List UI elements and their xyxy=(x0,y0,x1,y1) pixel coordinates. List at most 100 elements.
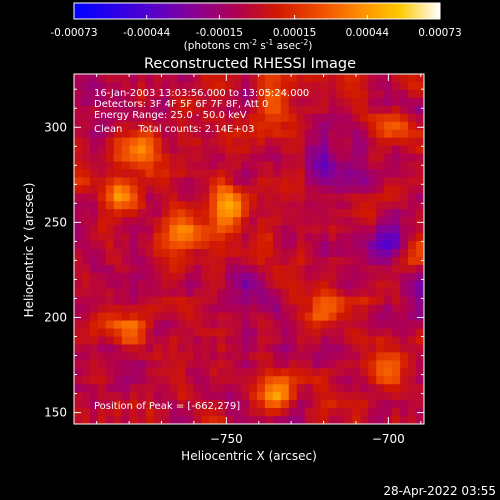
heatmap-cell xyxy=(320,288,330,298)
heatmap-cell xyxy=(97,249,107,258)
heatmap-cell xyxy=(296,320,306,330)
heatmap-cell xyxy=(280,304,290,314)
heatmap-cell xyxy=(376,193,385,202)
heatmap-cell xyxy=(105,153,115,163)
heatmap-cell xyxy=(113,408,123,417)
heatmap-cell xyxy=(384,304,393,314)
heatmap-cell xyxy=(392,137,401,147)
heatmap-cell xyxy=(360,97,369,107)
heatmap-cell xyxy=(217,400,226,409)
heatmap-cell xyxy=(352,193,361,202)
heatmap-cell xyxy=(264,177,274,186)
heatmap-cell xyxy=(408,161,417,171)
heatmap-cell xyxy=(121,113,131,123)
heatmap-cell xyxy=(256,320,266,330)
heatmap-cell xyxy=(225,161,234,171)
heatmap-cell xyxy=(384,376,393,385)
heatmap-cell xyxy=(296,153,306,163)
heatmap-cell xyxy=(105,201,115,210)
heatmap-cell xyxy=(121,161,131,171)
heatmap-cell xyxy=(344,256,353,266)
heatmap-cell xyxy=(241,177,250,186)
heatmap-cell xyxy=(153,312,163,322)
heatmap-cell xyxy=(145,97,155,107)
heatmap-cell xyxy=(201,81,210,91)
heatmap-cell xyxy=(256,113,266,123)
heatmap-cell xyxy=(296,280,306,290)
heatmap-cell xyxy=(344,121,353,131)
heatmap-cell xyxy=(328,177,338,186)
heatmap-cell xyxy=(320,193,330,202)
heatmap-cell xyxy=(185,137,194,147)
heatmap-cell xyxy=(193,169,202,178)
heatmap-cell xyxy=(400,193,409,202)
heatmap-cell xyxy=(121,392,131,401)
heatmap-cell xyxy=(328,312,338,322)
heatmap-cell xyxy=(280,145,290,155)
heatmap-cell xyxy=(384,137,393,147)
heatmap-cell xyxy=(264,384,274,393)
heatmap-cell xyxy=(105,145,115,155)
heatmap-cell xyxy=(360,288,369,298)
heatmap-cell xyxy=(264,105,274,115)
heatmap-cell xyxy=(384,153,393,163)
annotation-detectors: Detectors: 3F 4F 5F 6F 7F 8F, Att 0 xyxy=(94,99,268,110)
heatmap-cell xyxy=(161,368,171,377)
heatmap-cell xyxy=(264,137,274,147)
heatmap-cell xyxy=(392,249,401,258)
heatmap-cell xyxy=(280,296,290,306)
heatmap-cell xyxy=(344,153,353,163)
heatmap-cell xyxy=(256,161,266,171)
heatmap-cell xyxy=(288,89,298,99)
heatmap-cell xyxy=(256,336,266,346)
heatmap-cell xyxy=(89,408,99,417)
heatmap-cell xyxy=(272,312,282,322)
heatmap-cell xyxy=(145,121,155,131)
heatmap-cell xyxy=(153,352,163,361)
heatmap-cell xyxy=(129,360,139,369)
heatmap-cell xyxy=(368,177,377,186)
heatmap-cell xyxy=(89,217,99,226)
heatmap-cell xyxy=(105,169,115,178)
heatmap-cell xyxy=(360,280,369,290)
heatmap-cell xyxy=(376,121,385,131)
heatmap-cell xyxy=(161,312,171,322)
heatmap-cell xyxy=(169,145,178,155)
heatmap-cell xyxy=(233,81,242,91)
heatmap-cell xyxy=(256,193,266,202)
heatmap-cell xyxy=(193,296,202,306)
heatmap-cell xyxy=(368,328,377,338)
heatmap-cell xyxy=(169,400,178,409)
heatmap-cell xyxy=(74,97,83,107)
heatmap-cell xyxy=(408,360,417,369)
heatmap-cell xyxy=(217,177,226,186)
heatmap-cell xyxy=(360,256,369,266)
heatmap-cell xyxy=(384,296,393,306)
heatmap-cell xyxy=(81,74,91,83)
heatmap-cell xyxy=(280,105,290,115)
heatmap-cell xyxy=(97,74,107,83)
heatmap-cell xyxy=(201,177,210,186)
heatmap-cell xyxy=(344,296,353,306)
heatmap-cell xyxy=(352,408,361,417)
heatmap-cell xyxy=(193,185,202,194)
heatmap-cell xyxy=(304,105,314,115)
heatmap-cell xyxy=(328,376,338,385)
heatmap-cell xyxy=(89,280,99,290)
heatmap-cell xyxy=(233,241,242,250)
heatmap-cell xyxy=(344,113,353,123)
heatmap-cell xyxy=(169,89,178,99)
heatmap-cell xyxy=(113,201,123,210)
heatmap-cell xyxy=(272,121,282,131)
heatmap-cell xyxy=(408,201,417,210)
heatmap-cell xyxy=(145,217,155,226)
heatmap-cell xyxy=(384,408,393,417)
heatmap-cell xyxy=(185,225,194,234)
heatmap-cell xyxy=(129,209,139,218)
heatmap-cell xyxy=(336,81,346,91)
heatmap-cell xyxy=(217,296,226,306)
heatmap-cell xyxy=(344,185,353,194)
heatmap-cell xyxy=(209,145,218,155)
heatmap-cell xyxy=(241,105,250,115)
heatmap-cell xyxy=(304,233,314,242)
